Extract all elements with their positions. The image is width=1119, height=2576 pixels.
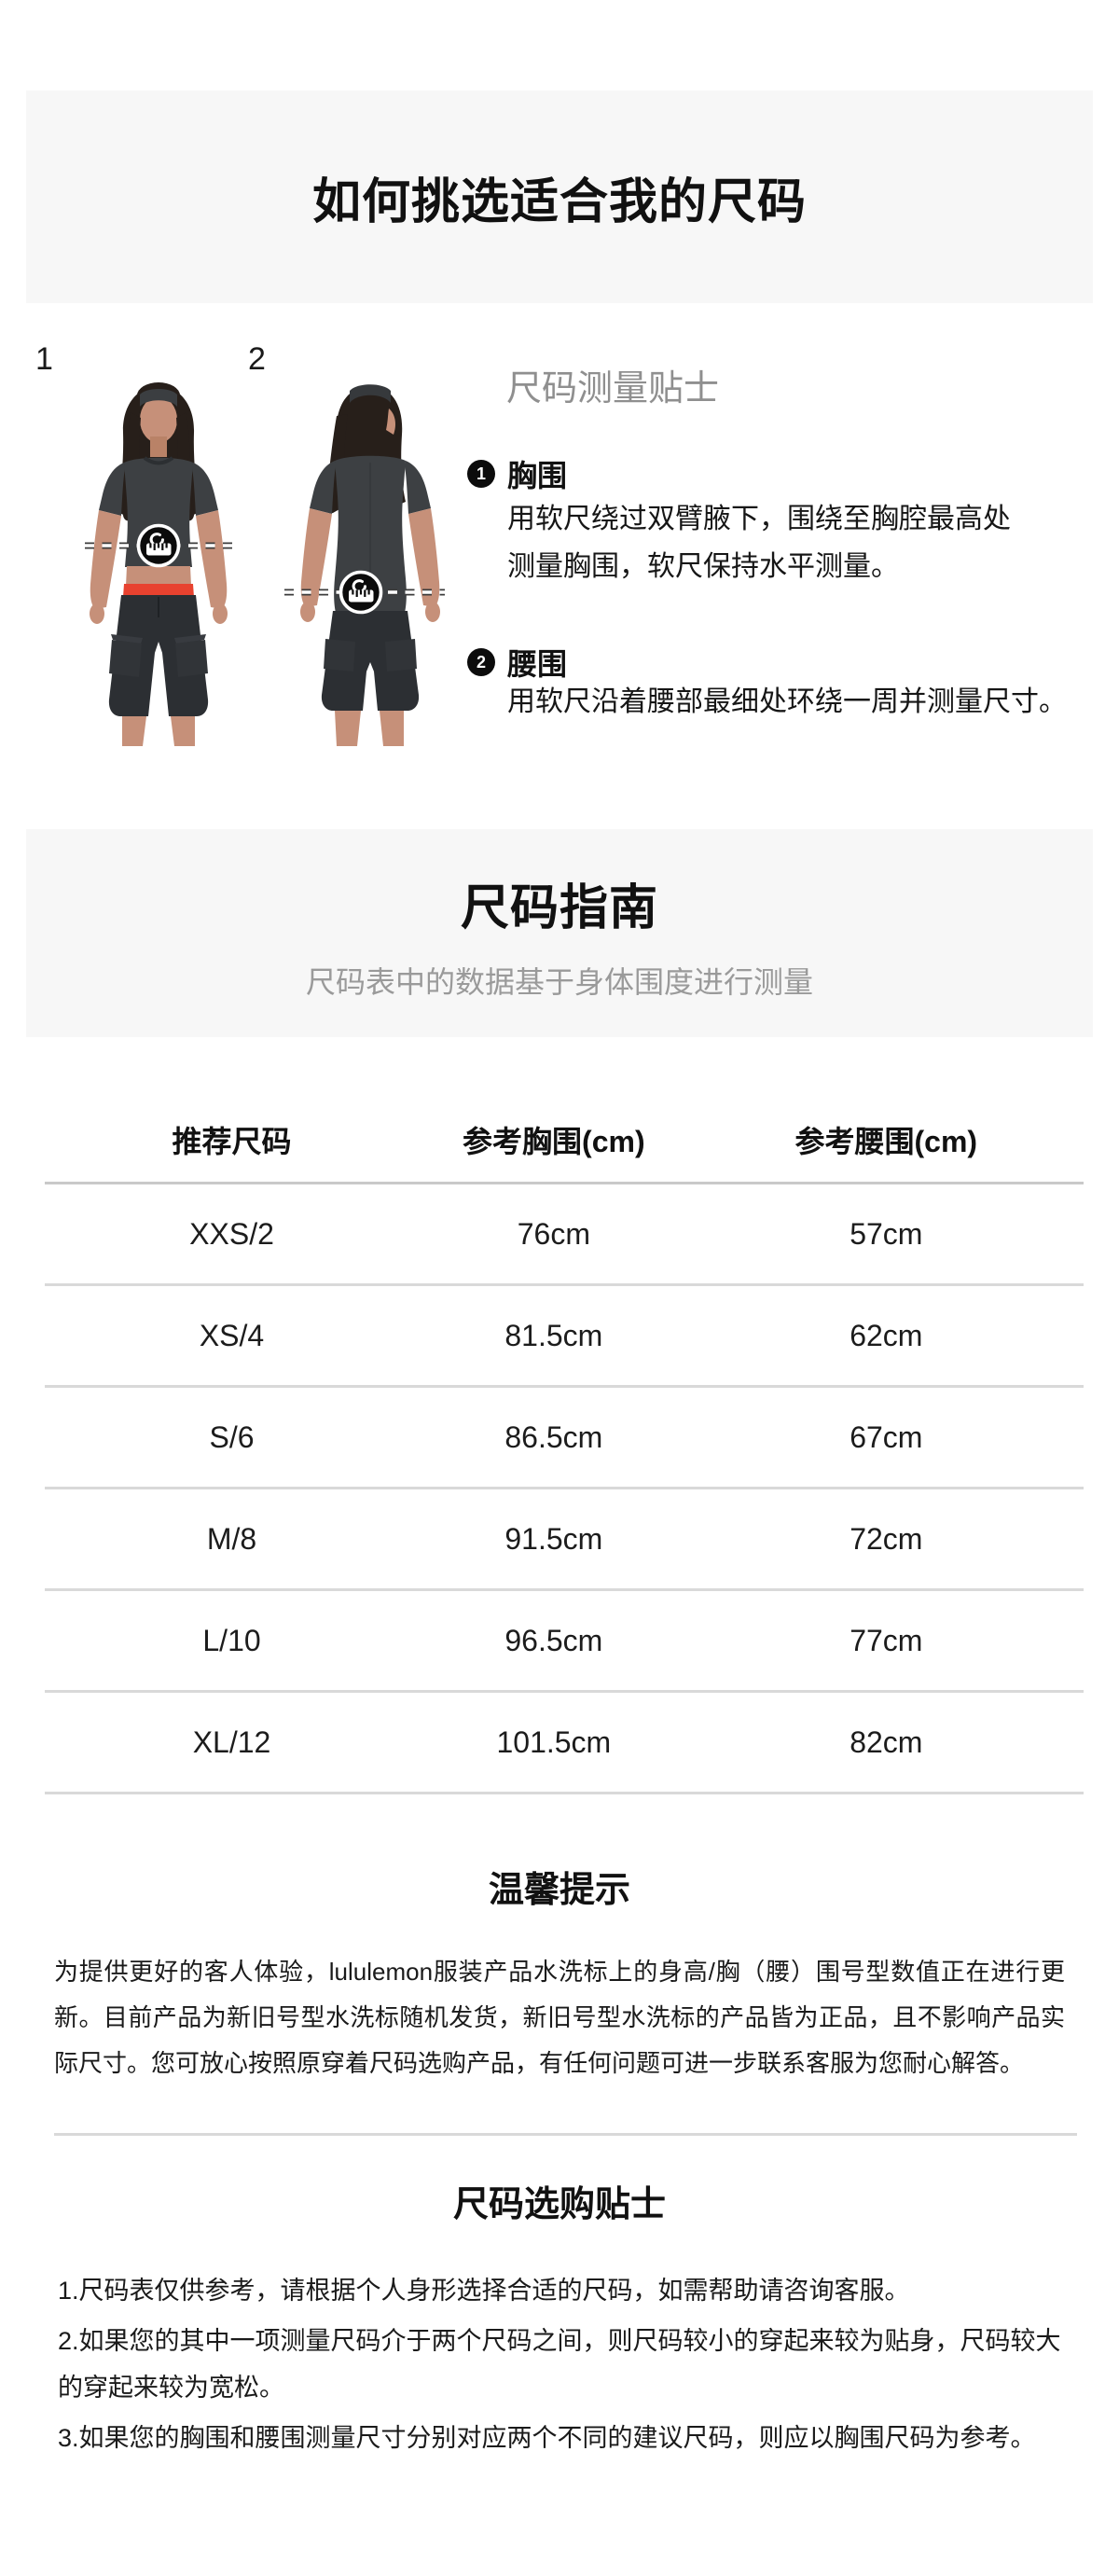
measuring-tape-icon bbox=[338, 570, 383, 615]
size-cell: M/8 bbox=[206, 1521, 257, 1556]
waist-cell: 82cm bbox=[850, 1724, 923, 1759]
tip-line: 用软尺绕过双臂腋下，围绕至胸腔最高处 bbox=[507, 504, 1011, 534]
col-header-waist: 参考腰围(cm) bbox=[794, 1125, 978, 1158]
table-row: XS/4 81.5cm 62cm bbox=[45, 1286, 1084, 1388]
measure-tips-section: 1 2 bbox=[0, 303, 1119, 829]
col-header-bust: 参考胸围(cm) bbox=[463, 1125, 645, 1158]
waist-cell: 67cm bbox=[850, 1420, 923, 1454]
tip-item-chest: 1 胸围 bbox=[467, 452, 567, 495]
waist-cell: 77cm bbox=[850, 1623, 923, 1657]
bust-cell: 96.5cm bbox=[504, 1623, 603, 1657]
measure-tips-title: 尺码测量贴士 bbox=[506, 369, 720, 409]
tip-heading-waist: 腰围 bbox=[507, 647, 568, 681]
number-1-badge-icon: 1 bbox=[467, 460, 495, 488]
table-row: XL/12 101.5cm 82cm bbox=[45, 1693, 1084, 1794]
size-cell: XXS/2 bbox=[189, 1216, 274, 1251]
model-back-photo bbox=[284, 384, 445, 746]
warm-tips-title: 温馨提示 bbox=[488, 1871, 630, 1910]
model-front-figure bbox=[90, 382, 228, 746]
size-guide-banner: 尺码指南 尺码表中的数据基于身体围度进行测量 bbox=[26, 829, 1093, 1037]
tip-heading-chest: 胸围 bbox=[507, 459, 568, 492]
buying-tips-title: 尺码选购贴士 bbox=[452, 2185, 666, 2224]
how-to-choose-banner: 如何挑选适合我的尺码 bbox=[26, 90, 1093, 303]
tip-line: 测量胸围，软尺保持水平测量。 bbox=[507, 551, 899, 582]
section-divider bbox=[54, 2133, 1077, 2136]
size-cell: XL/12 bbox=[192, 1724, 271, 1759]
size-table: 推荐尺码 参考胸围(cm) 参考腰围(cm) XXS/2 76cm 57cm X… bbox=[45, 1037, 1084, 1794]
bust-cell: 76cm bbox=[517, 1216, 590, 1251]
size-cell: S/6 bbox=[209, 1420, 255, 1454]
bust-cell: 81.5cm bbox=[504, 1318, 603, 1352]
measuring-tape-icon bbox=[136, 523, 181, 568]
bust-cell: 101.5cm bbox=[496, 1724, 612, 1759]
number-2-badge-icon: 2 bbox=[467, 648, 495, 676]
table-row: L/10 96.5cm 77cm bbox=[45, 1591, 1084, 1693]
page-title: 如何挑选适合我的尺码 bbox=[311, 174, 807, 229]
figure-label-back: 2 bbox=[248, 341, 266, 377]
tip-body-chest: 用软尺绕过双臂腋下，围绕至胸腔最高处 测量胸围，软尺保持水平测量。 bbox=[507, 495, 1011, 590]
col-header-size: 推荐尺码 bbox=[172, 1125, 292, 1158]
size-guide-subtitle: 尺码表中的数据基于身体围度进行测量 bbox=[305, 965, 813, 999]
size-cell: L/10 bbox=[202, 1623, 261, 1657]
size-table-header: 推荐尺码 参考胸围(cm) 参考腰围(cm) bbox=[45, 1037, 1084, 1184]
tip-item-waist: 2 腰围 bbox=[467, 641, 567, 684]
model-back-figure bbox=[300, 384, 440, 746]
size-cell: XS/4 bbox=[199, 1318, 265, 1352]
table-row: XXS/2 76cm 57cm bbox=[45, 1184, 1084, 1286]
buying-tips-list: 1.尺码表仅供参考，请根据个人身形选择合适的尺码，如需帮助请咨询客服。 2.如果… bbox=[58, 2267, 1065, 2461]
table-row: M/8 91.5cm 72cm bbox=[45, 1489, 1084, 1591]
tip-body-waist: 用软尺沿着腰部最细处环绕一周并测量尺寸。 bbox=[507, 678, 1067, 726]
model-front-photo bbox=[85, 382, 232, 746]
bust-cell: 86.5cm bbox=[504, 1420, 603, 1454]
waist-cell: 62cm bbox=[850, 1318, 923, 1352]
warm-tips-paragraph: 为提供更好的客人体验，lululemon服装产品水洗标上的身高/胸（腰）围号型数… bbox=[54, 1958, 1065, 2077]
tip-line: 用软尺沿着腰部最细处环绕一周并测量尺寸。 bbox=[507, 686, 1067, 717]
bust-cell: 91.5cm bbox=[504, 1521, 603, 1556]
waist-cell: 72cm bbox=[850, 1521, 923, 1556]
figure-label-front: 1 bbox=[35, 341, 53, 377]
waist-cell: 57cm bbox=[850, 1216, 923, 1251]
size-guide-title: 尺码指南 bbox=[460, 881, 658, 935]
list-item: 1.尺码表仅供参考，请根据个人身形选择合适的尺码，如需帮助请咨询客服。 bbox=[58, 2277, 910, 2305]
table-row: S/6 86.5cm 67cm bbox=[45, 1388, 1084, 1489]
list-item: 2.如果您的其中一项测量尺码介于两个尺码之间，则尺码较小的穿起来较为贴身，尺码较… bbox=[58, 2327, 1061, 2402]
list-item: 3.如果您的胸围和腰围测量尺寸分别对应两个不同的建议尺码，则应以胸围尺码为参考。 bbox=[58, 2424, 1036, 2452]
